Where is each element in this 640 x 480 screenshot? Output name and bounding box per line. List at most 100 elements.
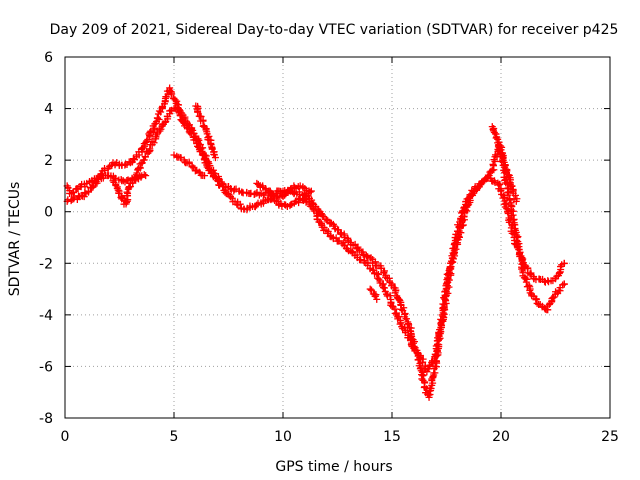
data-point <box>66 189 74 197</box>
data-point <box>324 227 332 235</box>
data-point <box>202 126 210 134</box>
chart-title: Day 209 of 2021, Sidereal Day-to-day VTE… <box>50 22 619 38</box>
data-point <box>508 182 516 190</box>
data-point <box>371 292 379 300</box>
data-point <box>362 252 370 260</box>
data-point <box>226 193 234 201</box>
data-point <box>453 235 461 243</box>
data-point <box>216 181 224 189</box>
data-point <box>550 293 558 301</box>
data-point <box>360 258 368 266</box>
data-point <box>380 284 388 292</box>
data-point <box>525 281 533 289</box>
y-tick-label: -2 <box>39 256 53 272</box>
series-segment-G <box>366 285 381 303</box>
data-point <box>444 289 452 297</box>
data-point <box>181 113 189 121</box>
y-tick-label: -8 <box>39 411 53 427</box>
data-point <box>354 245 362 253</box>
data-point <box>526 270 534 278</box>
data-point <box>295 188 303 196</box>
y-tick-label: 6 <box>44 50 53 66</box>
data-point <box>341 234 349 242</box>
data-point <box>367 254 375 262</box>
data-point <box>188 163 196 171</box>
data-point <box>366 285 374 293</box>
data-point <box>179 118 187 126</box>
data-markers <box>63 84 568 401</box>
series-track-B <box>63 84 568 376</box>
data-point <box>445 283 453 291</box>
data-point <box>341 241 349 249</box>
data-point <box>451 248 459 256</box>
data-point <box>419 358 427 366</box>
data-point <box>123 177 131 185</box>
series-segment-F <box>253 179 315 202</box>
data-point <box>489 125 497 133</box>
data-point <box>191 167 199 175</box>
series-segment-C <box>109 171 150 208</box>
data-point <box>425 391 433 399</box>
data-point <box>427 384 435 392</box>
data-point <box>89 183 97 191</box>
series-segment-E <box>192 102 219 162</box>
data-point <box>401 323 409 331</box>
data-point <box>88 184 96 192</box>
data-point <box>210 150 218 158</box>
data-point <box>549 294 557 302</box>
data-point <box>291 197 299 205</box>
data-point <box>115 189 123 197</box>
data-point <box>184 124 192 132</box>
data-point <box>142 138 150 146</box>
data-point <box>171 96 179 104</box>
data-point <box>157 108 165 116</box>
axis-ticks: 0 5 10 15 20 25 -8 -6 -4 -2 0 2 4 6 <box>39 50 619 445</box>
data-point <box>113 183 121 191</box>
data-point <box>147 141 154 149</box>
data-point <box>199 172 207 180</box>
data-point <box>67 197 75 205</box>
data-point <box>368 286 376 294</box>
data-point <box>490 128 498 136</box>
data-point <box>413 346 421 354</box>
data-point <box>511 191 519 199</box>
x-tick-label: 15 <box>383 429 401 445</box>
data-point <box>118 193 126 201</box>
data-point <box>207 139 215 147</box>
data-point <box>485 171 493 179</box>
data-point <box>349 249 357 257</box>
y-tick-label: -4 <box>39 308 53 324</box>
data-point <box>272 194 280 202</box>
data-point <box>492 134 500 142</box>
data-point <box>151 120 159 128</box>
y-tick-label: 2 <box>44 153 53 169</box>
data-point <box>434 334 442 342</box>
data-point <box>402 315 410 323</box>
data-point <box>185 125 193 133</box>
y-axis-label: SDTVAR / TECUs <box>7 182 23 297</box>
data-point <box>150 139 158 147</box>
data-point <box>109 177 117 185</box>
data-point <box>281 201 289 209</box>
data-point <box>146 145 154 153</box>
data-point <box>84 187 92 195</box>
x-tick-label: 0 <box>61 429 70 445</box>
data-point <box>228 194 236 202</box>
data-point <box>408 342 416 350</box>
data-point <box>186 129 194 137</box>
data-point <box>496 180 504 188</box>
data-point <box>277 188 285 196</box>
data-point <box>447 259 455 267</box>
data-point <box>199 150 207 158</box>
data-point <box>331 225 339 233</box>
data-point <box>433 351 441 359</box>
data-point <box>429 373 437 381</box>
data-point <box>139 144 147 152</box>
data-point <box>504 191 512 199</box>
data-point <box>431 369 439 377</box>
data-point <box>143 137 151 145</box>
data-point <box>204 164 212 172</box>
data-point <box>513 195 521 203</box>
grid <box>65 57 610 418</box>
data-point <box>236 200 244 208</box>
